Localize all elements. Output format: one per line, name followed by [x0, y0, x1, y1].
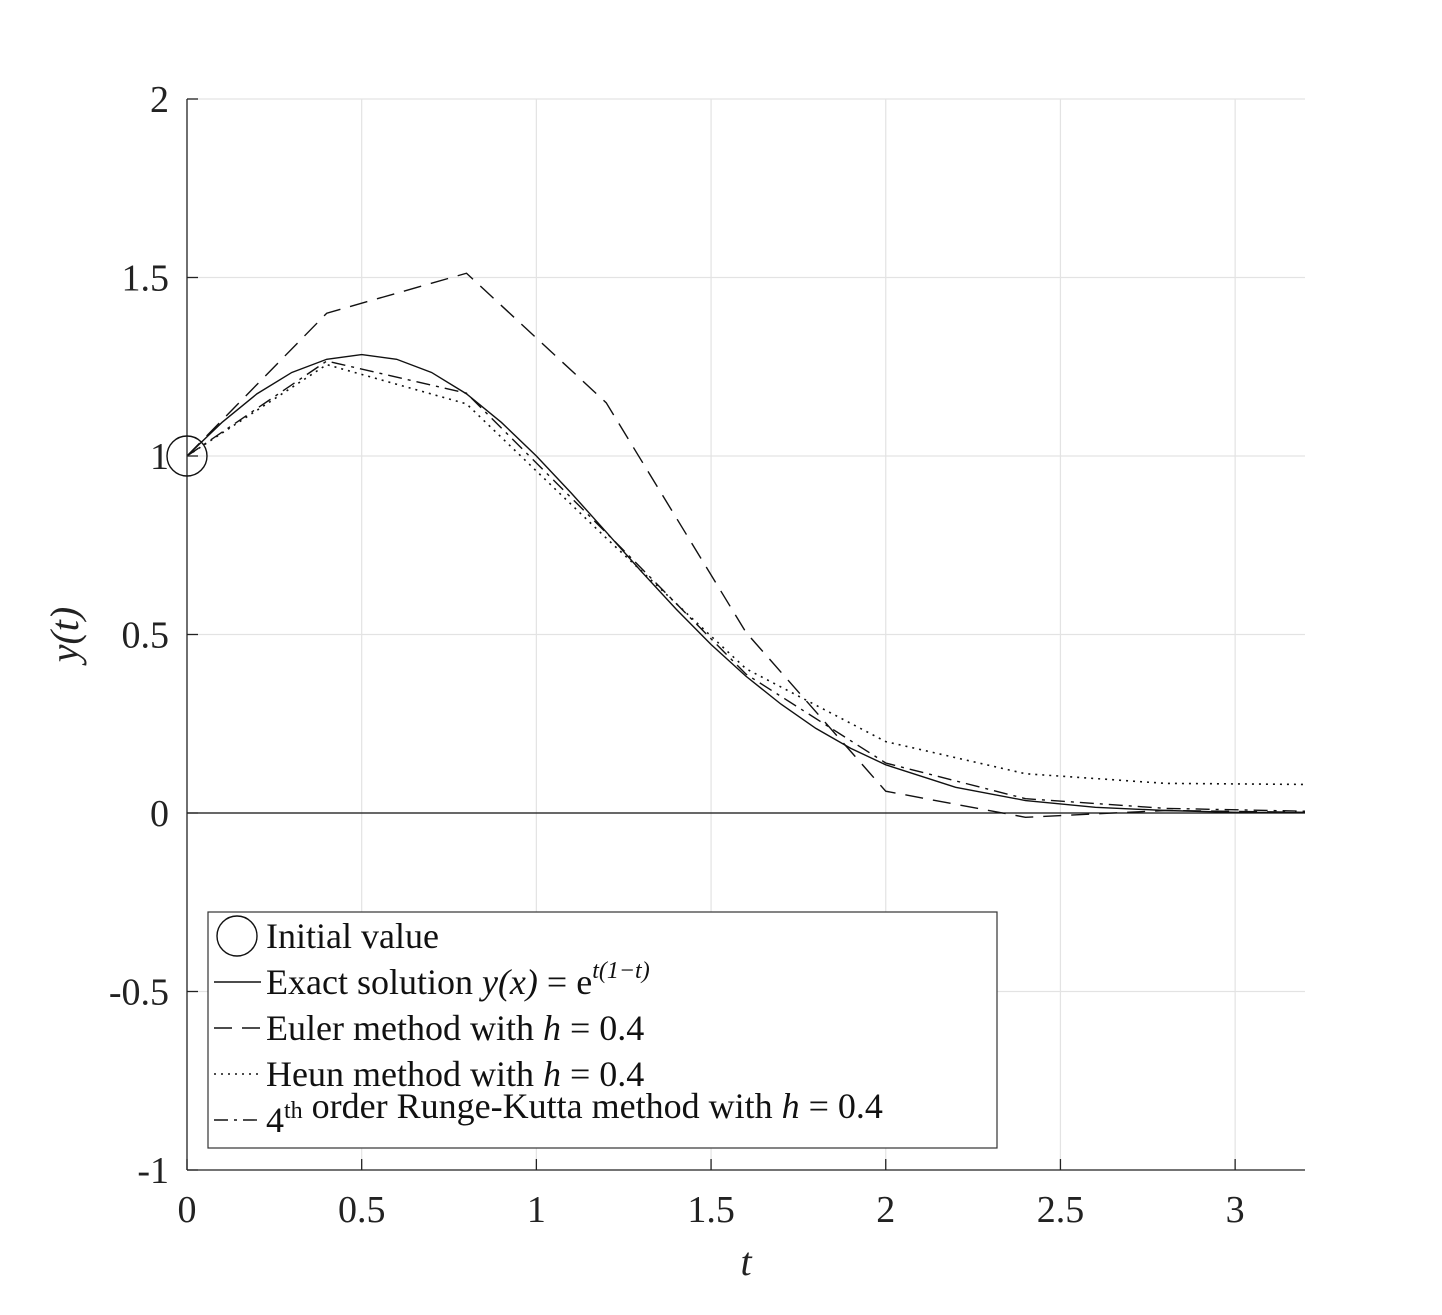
legend-item: Exact solution y(x) = et(1−t): [214, 958, 650, 1002]
legend-marker-circle: [216, 915, 258, 957]
x-tick-label: 0.5: [338, 1189, 386, 1231]
legend-box: [207, 911, 998, 1149]
x-tick-label: 1: [527, 1189, 546, 1231]
legend-label: Heun method with h = 0.4: [266, 1054, 644, 1094]
legend-label: Initial value: [266, 916, 439, 956]
legend-item: Initial value: [216, 915, 439, 957]
y-tick-label: -0.5: [109, 972, 169, 1014]
legend-label: Euler method with h = 0.4: [266, 1008, 644, 1048]
legend-item: Heun method with h = 0.4: [214, 1054, 644, 1094]
x-tick-label: 3: [1226, 1189, 1245, 1231]
x-tick-label: 1.5: [687, 1189, 735, 1231]
initial-value-marker: [166, 435, 208, 477]
y-axis-label: y(t): [42, 607, 87, 667]
y-tick-label: -1: [137, 1150, 169, 1192]
x-tick-labels: 0 0.5 1 1.5 2 2.5 3: [178, 1189, 1245, 1231]
x-tick-label: 2.5: [1037, 1189, 1085, 1231]
legend-item: Euler method with h = 0.4: [214, 1008, 644, 1048]
y-tick-label: 1: [150, 436, 169, 478]
x-axis-label: t: [740, 1239, 752, 1284]
legend-label: Exact solution y(x) = et(1−t): [266, 958, 650, 1002]
legend-item: 4th order Runge-Kutta method with h = 0.…: [214, 1086, 883, 1140]
x-tick-label: 2: [876, 1189, 895, 1231]
y-tick-label: 1.5: [122, 258, 170, 300]
legend-label: 4th order Runge-Kutta method with h = 0.…: [266, 1086, 883, 1140]
x-tick-label: 0: [178, 1189, 197, 1231]
y-tick-label: 0.5: [122, 615, 170, 657]
series-group: [186, 272, 1306, 818]
axes: [186, 98, 1305, 1171]
y-tick-label: 0: [150, 793, 169, 835]
y-tick-labels: -1 -0.5 0 0.5 1 1.5 2: [109, 79, 169, 1192]
y-tick-label: 2: [150, 79, 169, 121]
initial-value-circle: [166, 435, 208, 477]
series-line-dashdot: [186, 360, 1306, 812]
